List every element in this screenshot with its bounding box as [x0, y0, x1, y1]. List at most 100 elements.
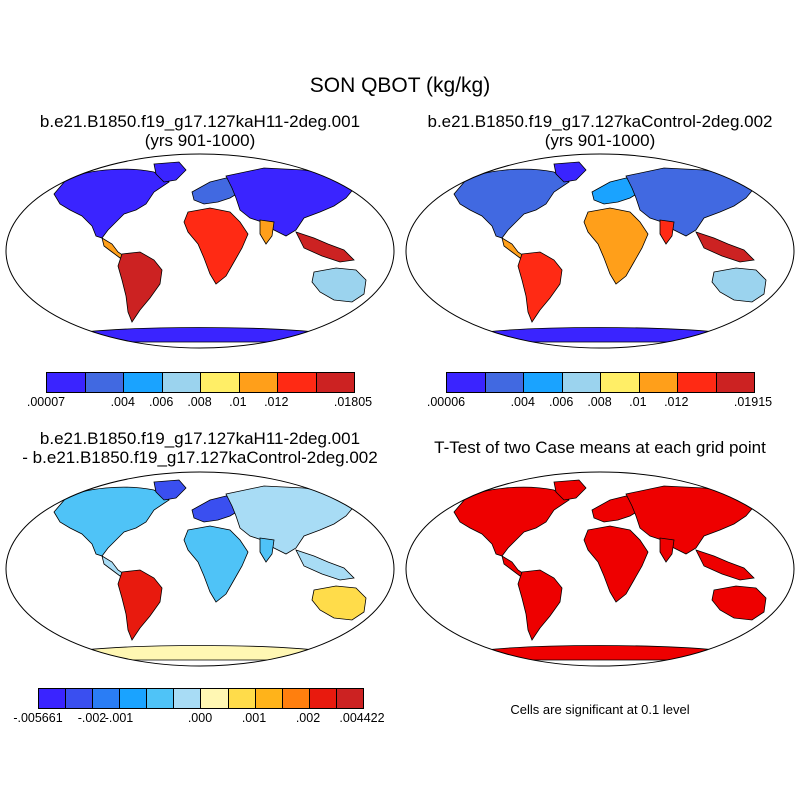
landmass-greenland	[153, 479, 187, 501]
colorbar-swatch	[47, 373, 86, 392]
colorbar-swatch	[147, 689, 175, 708]
panel1-title-line1: b.e21.B1850.f19_g17.127kaH11-2deg.001	[39, 112, 361, 131]
landmass-namerica	[53, 486, 170, 557]
colorbar-case2-labels: .00006 .004 .006 .008 .01 .012 .01915	[427, 395, 772, 411]
landmass-india	[259, 537, 275, 563]
landmass-samerica	[117, 251, 163, 323]
colorbar-tick-label: .000	[187, 711, 213, 725]
colorbar-swatch	[282, 689, 310, 708]
map-difference	[4, 470, 396, 668]
colorbar-swatch	[316, 373, 354, 392]
colorbar-swatch	[228, 689, 256, 708]
landmass-greenland	[153, 161, 187, 183]
colorbar-swatch	[336, 689, 363, 708]
colorbar-tick-label: .004422	[339, 711, 385, 725]
colorbar-tick-label: .012	[264, 395, 289, 409]
colorbar-swatch	[239, 373, 278, 392]
colorbar-swatch	[678, 373, 717, 392]
colorbar-tick-label: .006	[548, 395, 574, 409]
colorbar-tick-label: .004	[510, 395, 535, 409]
landmass-africa	[583, 525, 649, 603]
landmass-australia	[311, 585, 367, 621]
landmass-australia	[711, 585, 767, 621]
landmass-seasia	[295, 231, 355, 263]
colorbar-case1	[46, 372, 355, 393]
landmass-antarctica	[79, 645, 321, 661]
colorbar-swatch	[66, 689, 94, 708]
colorbar-difference-labels: -.005661 -.002 -.001 .000 .001 .002 .004422	[13, 711, 384, 727]
colorbar-tick-label: .00007	[26, 395, 66, 409]
colorbar-swatch	[716, 373, 754, 392]
colorbar-tick-label: -.002	[77, 711, 107, 725]
panel1-title-line2: (yrs 901-1000)	[144, 131, 256, 150]
map-frame	[405, 153, 795, 349]
colorbar-tick-label: .002	[295, 711, 321, 725]
landmass-greenland	[553, 479, 587, 501]
colorbar-swatch	[85, 373, 124, 392]
map-frame	[5, 471, 395, 667]
colorbar-tick-label: .008	[187, 395, 212, 409]
landmass-seasia	[695, 549, 755, 581]
colorbar-swatch	[447, 373, 486, 392]
landmass-india	[659, 219, 675, 245]
colorbar-tick-label: .006	[148, 395, 174, 409]
panel3-title-line1: b.e21.B1850.f19_g17.127kaH11-2deg.001	[39, 429, 361, 448]
colorbar-swatch	[485, 373, 524, 392]
landmass-greenland	[553, 161, 587, 183]
colorbar-tick-label: .008	[587, 395, 612, 409]
colorbar-swatch	[201, 373, 240, 392]
colorbar-difference	[38, 688, 364, 709]
colorbar-swatch	[124, 373, 163, 392]
landmass-namerica	[453, 486, 570, 557]
colorbar-tick-label: .01	[229, 395, 247, 409]
landmass-samerica	[517, 251, 563, 323]
colorbar-swatch	[162, 373, 201, 392]
landmass-namerica	[53, 168, 170, 239]
colorbar-tick-label: .012	[664, 395, 689, 409]
panel2-title-line1: b.e21.B1850.f19_g17.127kaControl-2deg.00…	[427, 112, 773, 131]
colorbar-swatch	[309, 689, 337, 708]
colorbar-swatch	[120, 689, 148, 708]
colorbar-case2	[446, 372, 755, 393]
landmass-africa	[183, 525, 249, 603]
colorbar-tick-label: .001	[241, 711, 267, 725]
colorbar-tick-label: -.001	[104, 711, 134, 725]
map-case2	[404, 152, 796, 350]
landmass-antarctica	[479, 645, 721, 661]
panel4-title: T-Test of two Case means at each grid po…	[434, 438, 766, 457]
panel3-title-line2: - b.e21.B1850.f19_g17.127kaControl-2deg.…	[22, 448, 378, 467]
map-ttest	[404, 470, 796, 668]
colorbar-swatch	[524, 373, 563, 392]
colorbar-swatch	[255, 689, 283, 708]
colorbar-swatch	[174, 689, 202, 708]
landmass-africa	[583, 207, 649, 285]
colorbar-swatch	[639, 373, 678, 392]
landmass-seasia	[295, 549, 355, 581]
landmass-samerica	[517, 569, 563, 641]
colorbar-case1-labels: .00007 .004 .006 .008 .01 .012 .01805	[27, 395, 372, 411]
colorbar-tick-label: .00006	[426, 395, 466, 409]
landmass-antarctica	[479, 327, 721, 343]
landmass-samerica	[117, 569, 163, 641]
landmass-seasia	[695, 231, 755, 263]
colorbar-swatch	[562, 373, 601, 392]
colorbar-tick-label: .004	[110, 395, 135, 409]
landmass-australia	[711, 267, 767, 303]
map-frame	[5, 153, 395, 349]
landmass-australia	[311, 267, 367, 303]
map-case1	[4, 152, 396, 350]
colorbar-swatch	[39, 689, 67, 708]
landmass-india	[259, 219, 275, 245]
landmass-antarctica	[79, 327, 321, 343]
colorbar-swatch	[278, 373, 317, 392]
colorbar-tick-label: -.005661	[13, 711, 63, 725]
landmass-africa	[183, 207, 249, 285]
colorbar-tick-label: .01805	[333, 395, 373, 409]
landmass-namerica	[453, 168, 570, 239]
colorbar-swatch	[601, 373, 640, 392]
panel2-title-line2: (yrs 901-1000)	[544, 131, 656, 150]
colorbar-swatch	[93, 689, 121, 708]
main-title: SON QBOT (kg/kg)	[309, 74, 491, 97]
colorbar-tick-label: .01915	[733, 395, 773, 409]
landmass-india	[659, 537, 675, 563]
